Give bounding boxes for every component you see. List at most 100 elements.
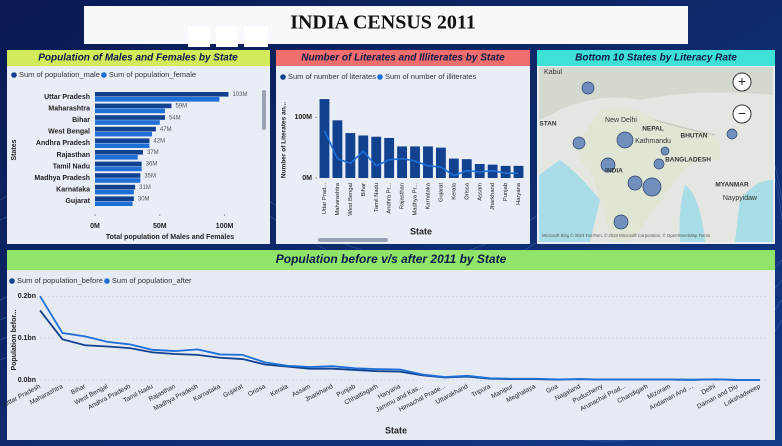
data-label: 103M bbox=[232, 92, 247, 98]
legend-marker bbox=[377, 74, 383, 80]
legend-label: Sum of population_after bbox=[112, 276, 192, 285]
map-land bbox=[578, 107, 720, 242]
map-sea bbox=[539, 160, 600, 242]
zoom-button[interactable] bbox=[732, 72, 752, 92]
deco-square bbox=[244, 27, 268, 47]
bar bbox=[371, 136, 382, 178]
x-tick-label: Uttar Prad... bbox=[322, 183, 328, 215]
y-tick-label: 0.2bn bbox=[18, 293, 36, 300]
map-label: New Delhi bbox=[605, 117, 637, 124]
map-sea bbox=[735, 180, 773, 242]
y-tick-label: Uttar Pradesh bbox=[44, 94, 90, 101]
legend-label: Sum of population_female bbox=[109, 70, 196, 79]
bar bbox=[332, 120, 343, 178]
legend-marker bbox=[9, 278, 15, 284]
data-label: 59M bbox=[175, 104, 187, 110]
x-tick-label: Andhra Pr... bbox=[387, 183, 393, 214]
bar bbox=[95, 97, 220, 102]
map-bubble bbox=[616, 131, 634, 149]
data-label: 30M bbox=[138, 196, 150, 202]
bar bbox=[358, 135, 369, 178]
data-label: 47M bbox=[160, 127, 172, 133]
legend-marker bbox=[101, 72, 107, 78]
map-bubble bbox=[581, 81, 595, 95]
y-axis-label: States bbox=[11, 139, 18, 160]
panel-title: Population before v/s after 2011 by Stat… bbox=[276, 252, 507, 266]
map bbox=[539, 67, 773, 242]
map-bubble bbox=[613, 214, 629, 230]
bar bbox=[461, 159, 472, 178]
y-tick-label: Gujarat bbox=[65, 198, 90, 205]
data-label: 42M bbox=[153, 138, 165, 144]
bar bbox=[95, 150, 143, 155]
map-bubble bbox=[642, 177, 662, 197]
bar bbox=[435, 147, 446, 178]
bar bbox=[95, 131, 153, 137]
dashboard-title: INDIA CENSUS 2011 bbox=[290, 12, 476, 34]
map-label: Kathmandu bbox=[635, 138, 671, 145]
bar bbox=[95, 108, 165, 114]
legend-marker bbox=[280, 74, 286, 80]
zoom-button[interactable] bbox=[732, 104, 752, 124]
y-tick-label: 0.0bn bbox=[18, 377, 36, 384]
map-bubble bbox=[600, 157, 616, 173]
data-label: 37M bbox=[147, 150, 159, 156]
bar bbox=[95, 201, 133, 206]
map-sea bbox=[679, 185, 705, 242]
bar bbox=[500, 165, 511, 178]
bar bbox=[319, 99, 330, 178]
legend-label: Sum of number of illiterates bbox=[385, 72, 477, 81]
bar bbox=[474, 164, 485, 178]
x-tick-label: Jharkhand bbox=[490, 183, 496, 210]
y-axis-label: Population befor... bbox=[11, 309, 18, 370]
title-box bbox=[84, 6, 688, 44]
y-tick-label: Andhra Pradesh bbox=[36, 140, 90, 147]
bar bbox=[95, 92, 229, 97]
bar bbox=[95, 178, 141, 183]
y-tick-label: 0M bbox=[302, 175, 312, 182]
legend-label: Sum of number of literates bbox=[288, 72, 376, 81]
x-axis-label: Total population of Males and Females bbox=[106, 234, 234, 241]
y-tick-label: Rajasthan bbox=[57, 152, 90, 159]
panel-title: Number of Literates and Illiterates by S… bbox=[301, 53, 505, 64]
legend-marker bbox=[11, 72, 17, 78]
panel-header bbox=[7, 250, 775, 270]
x-tick-label: Bihar bbox=[361, 183, 367, 197]
x-tick-label: Karnataka bbox=[426, 182, 432, 209]
x-axis-label: State bbox=[410, 226, 432, 236]
x-tick-label: Haryana bbox=[516, 182, 522, 205]
map-label: Naypyidaw bbox=[723, 195, 758, 202]
bar bbox=[95, 196, 134, 201]
panel-title: Bottom 10 States by Literacy Rate bbox=[575, 53, 737, 64]
x-tick-label: Kerala bbox=[451, 182, 457, 200]
data-label: 36M bbox=[146, 162, 158, 168]
y-tick-label: Maharashtra bbox=[48, 105, 90, 112]
bar bbox=[513, 165, 524, 178]
bar bbox=[423, 146, 433, 178]
legend-label: Sum of population_before bbox=[17, 276, 103, 285]
x-tick-label: West Bengal bbox=[348, 183, 354, 216]
map-bubble bbox=[660, 146, 670, 156]
map-label: Kabul bbox=[544, 69, 562, 76]
bar bbox=[95, 138, 150, 143]
bar bbox=[95, 161, 142, 167]
scrollbar bbox=[318, 238, 388, 242]
bar bbox=[95, 120, 160, 125]
map-label: BANGLADESH bbox=[665, 157, 711, 164]
map-bubble bbox=[726, 128, 738, 140]
x-axis-label: State bbox=[385, 425, 407, 435]
y-tick-label: Karnataka bbox=[56, 187, 90, 194]
y-tick-label: West Bengal bbox=[48, 129, 90, 136]
x-tick-label: Rajasthan bbox=[400, 183, 406, 209]
bar bbox=[95, 155, 138, 160]
bar bbox=[95, 166, 142, 172]
panel-header bbox=[276, 50, 530, 66]
map-bubbles bbox=[572, 81, 738, 230]
map-land bbox=[539, 67, 773, 120]
bar bbox=[345, 133, 356, 178]
x-tick-label: Assam bbox=[477, 183, 483, 201]
map-label: MYANMAR bbox=[715, 182, 749, 189]
bar bbox=[397, 146, 408, 178]
scrollbar bbox=[262, 90, 266, 130]
bar bbox=[95, 173, 141, 178]
